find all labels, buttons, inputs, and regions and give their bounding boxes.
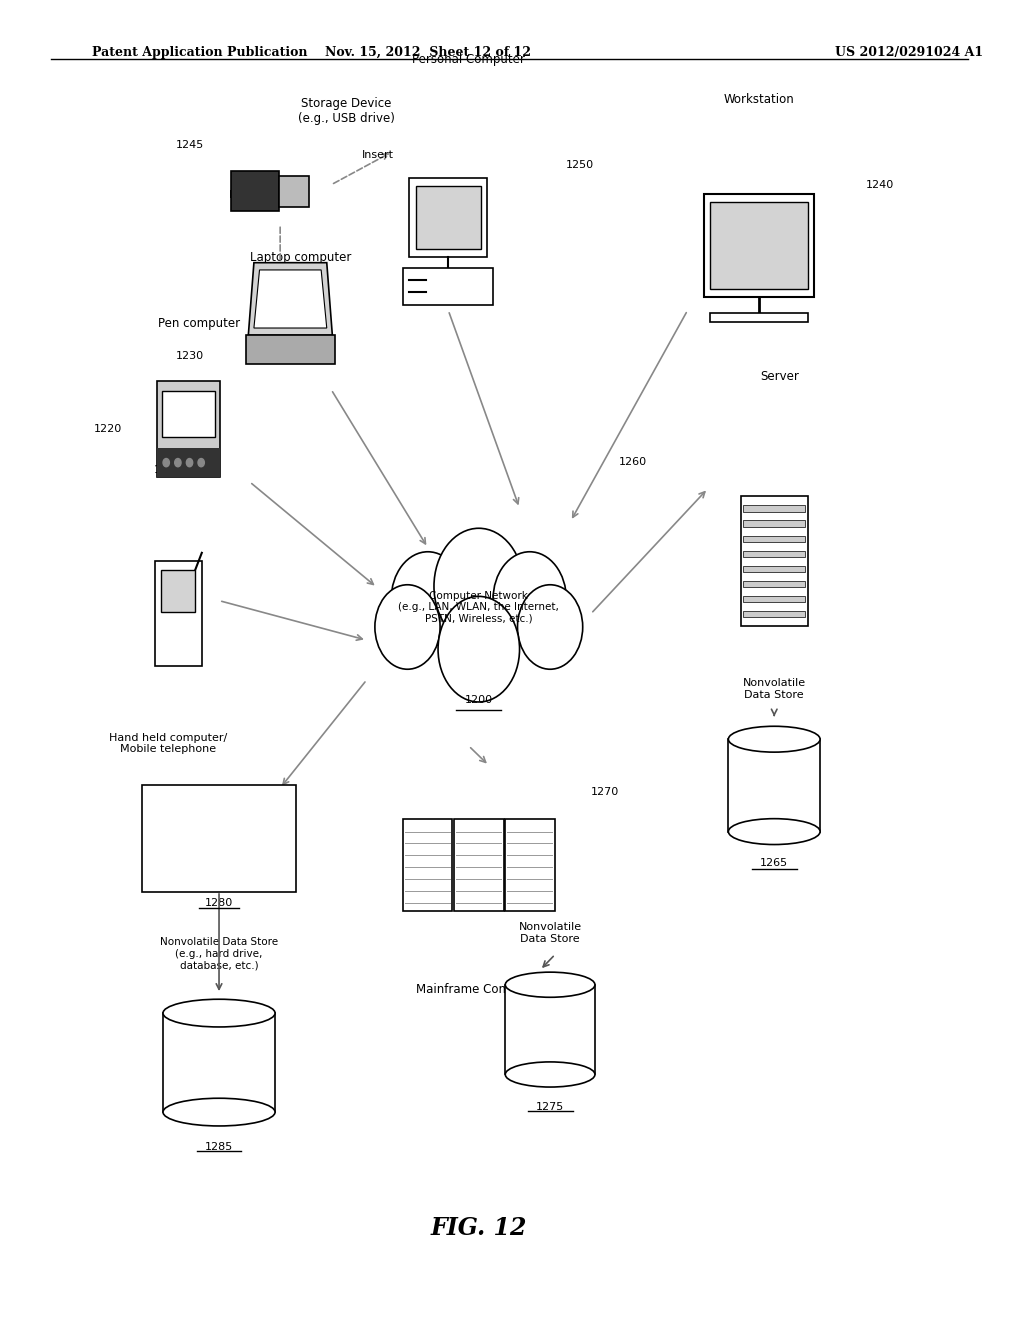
Text: 1280: 1280 [205, 898, 233, 908]
Text: 1260: 1260 [618, 457, 647, 467]
FancyBboxPatch shape [743, 611, 805, 618]
Ellipse shape [505, 972, 595, 998]
FancyBboxPatch shape [743, 595, 805, 602]
Circle shape [375, 585, 440, 669]
FancyBboxPatch shape [246, 335, 335, 364]
FancyBboxPatch shape [142, 784, 296, 892]
FancyBboxPatch shape [416, 186, 480, 248]
Text: 1275: 1275 [536, 1102, 564, 1113]
Text: 1210: 1210 [154, 465, 182, 475]
Circle shape [391, 552, 465, 647]
FancyBboxPatch shape [505, 985, 595, 1074]
Text: Pen computer: Pen computer [158, 317, 240, 330]
Text: Insert: Insert [361, 150, 393, 161]
Polygon shape [254, 269, 327, 329]
Text: Computer Network
(e.g., LAN, WLAN, the Internet,
PSTN, Wireless, etc.): Computer Network (e.g., LAN, WLAN, the I… [398, 590, 559, 624]
FancyBboxPatch shape [743, 565, 805, 572]
FancyBboxPatch shape [403, 268, 494, 305]
Text: 1245: 1245 [175, 140, 204, 150]
FancyBboxPatch shape [157, 449, 220, 477]
Text: Workstation: Workstation [724, 92, 795, 106]
Text: 1220: 1220 [94, 424, 122, 434]
Circle shape [438, 597, 519, 702]
Text: FIG. 12: FIG. 12 [430, 1216, 527, 1239]
Text: Information
Handling System: Information Handling System [175, 814, 263, 836]
Text: Insert: Insert [229, 190, 261, 201]
Ellipse shape [728, 818, 820, 845]
Text: 1230: 1230 [176, 351, 204, 362]
Ellipse shape [505, 1061, 595, 1088]
FancyBboxPatch shape [402, 818, 453, 911]
Circle shape [434, 528, 523, 644]
Text: Patent Application Publication: Patent Application Publication [92, 46, 307, 59]
FancyBboxPatch shape [710, 313, 808, 322]
FancyBboxPatch shape [743, 550, 805, 557]
Circle shape [175, 458, 181, 467]
FancyBboxPatch shape [703, 194, 814, 297]
Ellipse shape [163, 1098, 275, 1126]
FancyBboxPatch shape [728, 739, 820, 832]
Text: 1285: 1285 [205, 1142, 233, 1152]
FancyBboxPatch shape [743, 520, 805, 527]
Text: Server: Server [760, 370, 799, 383]
Text: Mainframe Computer: Mainframe Computer [416, 983, 542, 997]
Text: Laptop computer: Laptop computer [250, 251, 351, 264]
Text: 1265: 1265 [760, 858, 788, 869]
FancyBboxPatch shape [161, 570, 196, 611]
FancyBboxPatch shape [280, 176, 308, 207]
Text: Storage Device
(e.g., USB drive): Storage Device (e.g., USB drive) [298, 98, 395, 125]
Text: 1250: 1250 [565, 160, 594, 170]
FancyBboxPatch shape [505, 818, 555, 911]
Text: 1200: 1200 [465, 694, 493, 705]
FancyBboxPatch shape [710, 202, 808, 289]
Text: Hand held computer/
Mobile telephone: Hand held computer/ Mobile telephone [109, 733, 227, 754]
Text: US 2012/0291024 A1: US 2012/0291024 A1 [836, 46, 983, 59]
Circle shape [517, 585, 583, 669]
Text: Personal Computer: Personal Computer [413, 53, 525, 66]
FancyBboxPatch shape [163, 1014, 275, 1111]
Circle shape [186, 458, 193, 467]
FancyBboxPatch shape [743, 506, 805, 512]
FancyBboxPatch shape [740, 496, 808, 627]
FancyBboxPatch shape [231, 172, 280, 211]
FancyBboxPatch shape [157, 381, 220, 477]
FancyBboxPatch shape [155, 561, 202, 667]
Polygon shape [248, 263, 333, 335]
FancyBboxPatch shape [743, 581, 805, 587]
Text: 1270: 1270 [591, 787, 620, 797]
Circle shape [494, 552, 566, 647]
Text: Nonvolatile Data Store
(e.g., hard drive,
database, etc.): Nonvolatile Data Store (e.g., hard drive… [160, 937, 279, 970]
FancyBboxPatch shape [162, 391, 215, 437]
Text: Nonvolatile
Data Store: Nonvolatile Data Store [518, 923, 582, 944]
FancyBboxPatch shape [454, 818, 504, 911]
Text: Nov. 15, 2012  Sheet 12 of 12: Nov. 15, 2012 Sheet 12 of 12 [325, 46, 530, 59]
Text: Nonvolatile
Data Store: Nonvolatile Data Store [742, 678, 806, 700]
Circle shape [163, 458, 169, 467]
Ellipse shape [728, 726, 820, 752]
Circle shape [198, 458, 205, 467]
FancyBboxPatch shape [409, 177, 487, 257]
FancyBboxPatch shape [743, 536, 805, 543]
Ellipse shape [163, 999, 275, 1027]
Text: 1240: 1240 [866, 180, 894, 190]
